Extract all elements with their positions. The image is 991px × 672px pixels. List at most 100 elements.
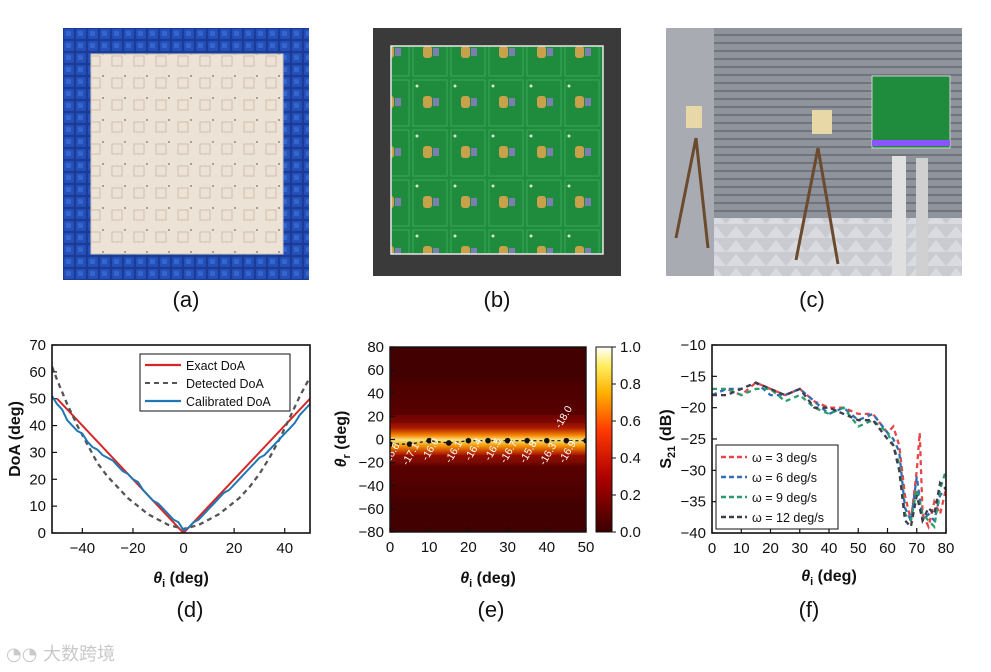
colorbar-tick-label: 0.0: [620, 524, 641, 541]
x-tick-label: 20: [460, 539, 477, 556]
anechoic-chamber-image: [666, 28, 962, 276]
panel-label-b: (b): [483, 287, 511, 312]
colorbar-tick-label: 0.4: [620, 450, 641, 467]
y-tick-label: 0: [38, 525, 46, 542]
plot-frame: [711, 344, 947, 534]
y-tick-label: −30: [681, 462, 706, 479]
y-tick-label: 20: [367, 408, 384, 425]
y-tick-label: −80: [359, 524, 384, 541]
y-tick-label: 20: [29, 471, 46, 488]
plot-frame: [51, 344, 311, 534]
legend: Exact DoA Detected DoA Calibrated DoA: [139, 353, 291, 412]
x-tick-label: 50: [578, 539, 595, 556]
y-tick-label: −20: [681, 400, 706, 417]
legend-label-detected: Detected DoA: [186, 377, 264, 391]
legend-label-exact: Exact DoA: [186, 359, 246, 373]
y-tick-label: 60: [29, 364, 46, 381]
metasurface-with-absorbers-image: [63, 28, 309, 280]
y-tick-label: 10: [29, 498, 46, 515]
x-axis-label: θi (deg): [153, 570, 209, 590]
y-tick-label: −10: [681, 337, 706, 354]
y-tick-label: 60: [367, 362, 384, 379]
x-tick-label: 80: [938, 540, 955, 557]
legend-label-3: ω = 3 deg/s: [752, 451, 817, 465]
plot-area: [712, 381, 946, 531]
x-tick-label: −40: [70, 540, 95, 557]
y-tick-label: −60: [359, 501, 384, 518]
y-axis-ticks: −80 −60 −40 −20 0 20 40 60 80: [359, 339, 395, 541]
photo-b: [373, 28, 621, 276]
series-line-d-0: [56, 398, 310, 533]
x-tick-label: 0: [708, 540, 716, 557]
legend-label-calibrated: Calibrated DoA: [186, 395, 271, 409]
photo-c: [666, 28, 962, 276]
colorbar: [595, 346, 613, 533]
pcb-backside-image: [373, 28, 621, 276]
x-axis-label: θi (deg): [801, 568, 857, 588]
x-tick-label: 30: [791, 540, 808, 557]
colorbar-ticks: 0.0 0.2 0.4 0.6 0.8 1.0: [612, 339, 641, 541]
plot-area: [52, 366, 310, 533]
legend: ω = 3 deg/s ω = 6 deg/s ω = 9 deg/s ω = …: [715, 444, 839, 530]
y-axis-ticks: −40 −35 −30 −25 −20 −15 −10: [681, 337, 717, 542]
y-tick-label: −15: [681, 368, 706, 385]
colorbar-tick-label: 1.0: [620, 339, 641, 356]
y-tick-label: −20: [359, 455, 384, 472]
x-tick-label: −20: [120, 540, 145, 557]
y-axis-label: S21 (dB): [658, 409, 678, 468]
y-tick-label: −40: [681, 525, 706, 542]
x-tick-label: 40: [821, 540, 838, 557]
panel-label-c: (c): [799, 287, 825, 312]
chart-d-doa: −40 −20 0 20 40 0 10 20 30 40 50 60 70 Exact DoA De…: [7, 337, 311, 590]
legend-label-9: ω = 9 deg/s: [752, 491, 817, 505]
x-tick-label: 40: [538, 539, 555, 556]
colorbar-tick-label: 0.6: [620, 413, 641, 430]
peak-point: [524, 437, 530, 444]
heatmap-area: -16.6-17.1-16.0 -16.1-16.4-16.5-16.7-15.8…: [390, 347, 586, 532]
y-tick-label: 0: [376, 432, 384, 449]
peak-point: [446, 440, 452, 446]
x-tick-label: 0: [179, 540, 187, 557]
x-axis-label: θi (deg): [460, 570, 516, 590]
peak-point: [504, 437, 511, 444]
x-tick-label: 0: [386, 539, 394, 556]
panel-label-f: (f): [798, 597, 820, 622]
peak-point: [465, 437, 472, 444]
series-line-f-3: [712, 381, 946, 530]
x-tick-label: 70: [908, 540, 925, 557]
watermark-logo-icon: ◔◔: [6, 644, 44, 665]
x-tick-label: 40: [276, 540, 293, 557]
plot-frame: [389, 346, 587, 533]
peak-point: [544, 437, 550, 444]
colorbar-tick-label: 0.2: [620, 487, 641, 504]
colorbar-tick-label: 0.8: [620, 376, 641, 393]
x-tick-label: 30: [499, 539, 516, 556]
peak-point: [485, 437, 491, 444]
x-tick-label: 10: [421, 539, 438, 556]
y-tick-label: −35: [681, 494, 706, 511]
series-line-d-2: [52, 395, 310, 532]
x-tick-label: 20: [226, 540, 243, 557]
x-tick-label: 10: [733, 540, 750, 557]
panel-label-e: (e): [477, 597, 505, 622]
chart-e-heatmap: -16.6-17.1-16.0 -16.1-16.4-16.5-16.7-15.8…: [333, 339, 641, 590]
x-tick-label: 20: [762, 540, 779, 557]
y-tick-label: 40: [367, 385, 384, 402]
panel-label-a: (a): [172, 287, 200, 312]
y-tick-label: −40: [359, 478, 384, 495]
watermark: ◔◔ 大数跨境: [6, 640, 115, 666]
peak-point: [563, 437, 570, 444]
y-tick-label: 50: [29, 391, 46, 408]
chart-f-s21: 0 10 20 30 40 50 60 70 80 −40−35−30−25−20−15−10 …: [658, 337, 955, 588]
peak-point: [406, 441, 413, 447]
watermark-text: 大数跨境: [43, 644, 116, 665]
x-axis-ticks: 0 10 20 30 40 50: [386, 527, 595, 556]
panel-label-d: (d): [176, 597, 204, 622]
peak-point: [426, 437, 432, 444]
legend-label-6: ω = 6 deg/s: [752, 471, 817, 485]
y-axis-ticks: 0 10 20 30 40 50 60 70: [29, 337, 57, 542]
legend-label-12: ω = 12 deg/s: [752, 511, 824, 525]
x-tick-label: 50: [850, 540, 867, 557]
y-tick-label: 80: [367, 339, 384, 356]
y-axis-label: DoA (deg): [7, 401, 24, 477]
